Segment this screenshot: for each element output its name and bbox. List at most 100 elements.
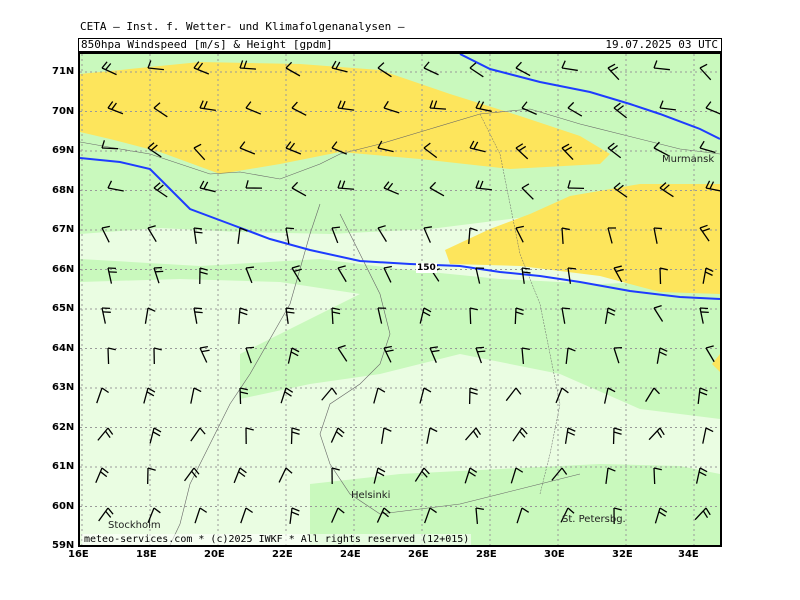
windspeed-max-east bbox=[445, 184, 720, 294]
wind-barb bbox=[603, 387, 616, 404]
wind-barb bbox=[149, 427, 162, 444]
wind-barb bbox=[659, 182, 674, 198]
wind-barb bbox=[648, 427, 665, 441]
wind-barb bbox=[414, 467, 430, 482]
wind-barb bbox=[285, 227, 295, 244]
wind-barb bbox=[278, 467, 293, 483]
lon-label-32e: 32E bbox=[612, 549, 633, 560]
wind-barb bbox=[240, 507, 253, 524]
wind-barb bbox=[567, 180, 585, 189]
lon-label-30e: 30E bbox=[544, 549, 565, 560]
wind-barb bbox=[654, 507, 668, 524]
wind-barb bbox=[521, 347, 530, 364]
wind-barb bbox=[423, 142, 438, 159]
height-contour-line bbox=[80, 157, 720, 300]
wind-barb bbox=[101, 140, 119, 150]
lat-label-62n: 62N bbox=[52, 422, 75, 433]
wind-barb bbox=[377, 307, 387, 324]
wind-barb bbox=[521, 267, 531, 284]
wind-barb bbox=[475, 100, 492, 112]
wind-barb bbox=[515, 225, 524, 243]
wind-barb bbox=[107, 347, 116, 365]
wind-barb bbox=[193, 61, 210, 75]
contour-label: 150 bbox=[416, 263, 437, 273]
header-bar: 850hpa Windspeed [m/s] & Height [gpdm] 1… bbox=[78, 38, 722, 52]
wind-barb bbox=[373, 387, 386, 404]
wind-barb bbox=[521, 183, 534, 200]
wind-barb bbox=[383, 265, 392, 283]
wind-barb bbox=[551, 467, 568, 481]
wind-barb bbox=[239, 141, 256, 155]
wind-barb bbox=[239, 387, 249, 405]
wind-barb bbox=[469, 140, 486, 153]
weather-map: 150 Murmansk Helsinki Stockholm St. Pete… bbox=[78, 52, 722, 547]
wind-barb bbox=[193, 227, 203, 244]
lon-label-24e: 24E bbox=[340, 549, 361, 560]
lat-label-64n: 64N bbox=[52, 343, 75, 354]
lat-label-60n: 60N bbox=[52, 501, 75, 512]
wind-barb bbox=[337, 344, 348, 362]
city-stockholm: Stockholm bbox=[108, 520, 161, 531]
wind-barb bbox=[521, 101, 537, 115]
wind-barb bbox=[199, 345, 210, 363]
wind-barb bbox=[705, 180, 720, 192]
wind-barb bbox=[285, 141, 302, 155]
wind-barb bbox=[653, 141, 669, 157]
wind-barb bbox=[613, 507, 622, 525]
lon-label-26e: 26E bbox=[408, 549, 429, 560]
coastline-gulf bbox=[169, 203, 321, 545]
wind-barb bbox=[233, 467, 247, 484]
wind-barb bbox=[291, 265, 302, 283]
wind-barb bbox=[699, 140, 716, 154]
wind-barb bbox=[613, 265, 624, 283]
wind-barb bbox=[653, 304, 664, 322]
lat-label-66n: 66N bbox=[52, 264, 75, 275]
wind-barb bbox=[96, 387, 109, 404]
organization-title: CETA — Inst. f. Wetter- und Klimafolgena… bbox=[80, 20, 405, 33]
lon-label-28e: 28E bbox=[476, 549, 497, 560]
wind-barb bbox=[153, 102, 168, 118]
lat-label-61n: 61N bbox=[52, 461, 75, 472]
wind-barb bbox=[101, 61, 117, 76]
copyright-footer: meteo-services.com * (c)2025 IWKF * All … bbox=[82, 534, 472, 545]
lon-label-34e: 34E bbox=[678, 549, 699, 560]
wind-barb bbox=[653, 227, 663, 244]
windspeed-max-edge bbox=[712, 354, 720, 372]
wind-barb bbox=[469, 62, 484, 78]
wind-barb bbox=[424, 507, 437, 524]
wind-barb bbox=[656, 347, 668, 364]
wind-barb bbox=[464, 467, 478, 484]
wind-barb bbox=[190, 427, 206, 442]
wind-barb bbox=[694, 507, 711, 521]
wind-barb bbox=[337, 100, 354, 111]
wind-barb bbox=[331, 307, 341, 325]
wind-barb bbox=[607, 63, 620, 81]
wind-barb bbox=[193, 143, 206, 161]
wind-barb bbox=[238, 307, 248, 325]
lat-label-67n: 67N bbox=[52, 224, 75, 235]
lat-label-71n: 71N bbox=[52, 66, 75, 77]
wind-barb bbox=[607, 142, 622, 159]
height-contour-line-north bbox=[459, 54, 720, 140]
lon-label-20e: 20E bbox=[204, 549, 225, 560]
wind-barb bbox=[383, 100, 400, 114]
wind-barb bbox=[377, 225, 387, 242]
wind-barb bbox=[475, 507, 484, 524]
wind-barb bbox=[659, 100, 676, 111]
wind-barb bbox=[147, 60, 164, 71]
wind-barb bbox=[612, 427, 622, 445]
wind-barb bbox=[245, 101, 262, 115]
parameter-title: 850hpa Windspeed [m/s] & Height [gpdm] bbox=[81, 38, 333, 51]
wind-barb bbox=[287, 347, 300, 364]
windspeed-max-north bbox=[80, 62, 610, 174]
wind-barb bbox=[468, 387, 478, 405]
wind-barb bbox=[419, 307, 432, 324]
wind-barb bbox=[285, 61, 301, 77]
wind-barb bbox=[321, 387, 338, 401]
lat-lon-grid bbox=[80, 54, 720, 545]
wind-barb bbox=[561, 60, 578, 72]
wind-barb bbox=[380, 427, 392, 444]
wind-barb bbox=[97, 427, 114, 441]
wind-barb bbox=[95, 467, 109, 483]
wind-barb bbox=[239, 60, 257, 70]
